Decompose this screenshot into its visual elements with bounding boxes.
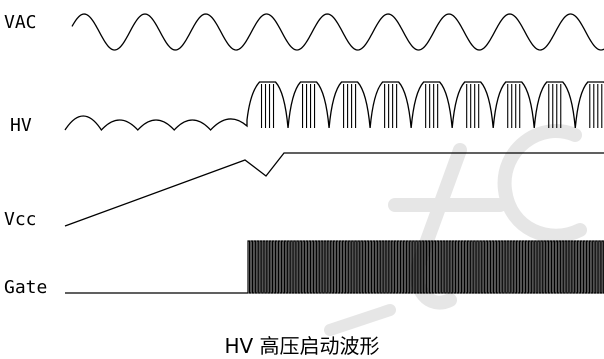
hv-switching-pulses [260,84,603,128]
vcc-waveform [64,152,604,227]
vac-waveform [71,13,604,51]
gate-label: Gate [4,277,48,298]
vac-label: VAC [4,12,37,33]
hv-waveform [64,81,604,132]
gate-waveform [65,240,604,294]
hv-label: HV [10,115,32,136]
vcc-label: Vcc [4,209,37,230]
diagram-caption: HV 高压启动波形 [224,334,380,358]
watermark-logo [324,124,587,336]
